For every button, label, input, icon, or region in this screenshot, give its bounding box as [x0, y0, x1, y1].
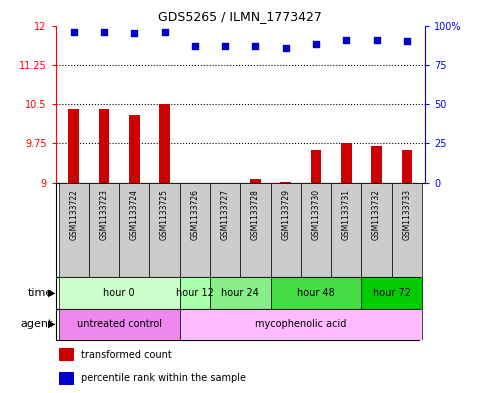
Bar — [311, 150, 321, 183]
Point — [191, 43, 199, 49]
Bar — [270, 277, 361, 309]
Point — [221, 43, 229, 49]
Text: percentile rank within the sample: percentile rank within the sample — [82, 373, 246, 383]
Text: GSM1133729: GSM1133729 — [281, 189, 290, 241]
Bar — [99, 109, 109, 183]
Bar — [361, 183, 392, 277]
Bar — [69, 109, 79, 183]
Bar — [180, 309, 422, 340]
Text: GSM1133732: GSM1133732 — [372, 189, 381, 241]
Text: GSM1133726: GSM1133726 — [190, 189, 199, 241]
Text: GSM1133722: GSM1133722 — [69, 189, 78, 240]
Text: ▶: ▶ — [47, 319, 55, 329]
Bar — [341, 143, 352, 183]
Point — [252, 43, 259, 49]
Point — [130, 30, 138, 37]
Bar — [270, 183, 301, 277]
Text: transformed count: transformed count — [82, 350, 172, 360]
Bar — [301, 183, 331, 277]
Bar — [361, 277, 422, 309]
Bar — [149, 183, 180, 277]
Point — [342, 37, 350, 43]
Bar — [392, 183, 422, 277]
Text: hour 0: hour 0 — [103, 288, 135, 298]
Text: hour 24: hour 24 — [221, 288, 259, 298]
Point — [312, 41, 320, 48]
Bar — [129, 115, 140, 183]
Bar — [210, 183, 241, 277]
Text: GSM1133731: GSM1133731 — [342, 189, 351, 241]
Text: hour 48: hour 48 — [297, 288, 335, 298]
Bar — [119, 183, 149, 277]
Text: hour 12: hour 12 — [176, 288, 214, 298]
Bar — [210, 277, 270, 309]
Bar — [331, 183, 361, 277]
Bar — [250, 179, 261, 183]
Bar — [59, 372, 74, 384]
Bar — [159, 104, 170, 183]
Bar — [58, 309, 180, 340]
Text: agent: agent — [21, 319, 53, 329]
Bar — [180, 183, 210, 277]
Point — [100, 29, 108, 35]
Text: GSM1133727: GSM1133727 — [221, 189, 229, 241]
Point — [282, 44, 290, 51]
Text: GSM1133728: GSM1133728 — [251, 189, 260, 240]
Text: untreated control: untreated control — [77, 319, 162, 329]
Text: GSM1133733: GSM1133733 — [402, 189, 412, 241]
Title: GDS5265 / ILMN_1773427: GDS5265 / ILMN_1773427 — [158, 10, 322, 23]
Text: GSM1133724: GSM1133724 — [130, 189, 139, 241]
Bar — [401, 150, 412, 183]
Bar — [58, 183, 89, 277]
Bar — [58, 277, 180, 309]
Text: mycophenolic acid: mycophenolic acid — [255, 319, 347, 329]
Bar — [180, 277, 210, 309]
Text: time: time — [28, 288, 53, 298]
Text: GSM1133723: GSM1133723 — [99, 189, 109, 241]
Bar — [281, 182, 291, 183]
Bar — [89, 183, 119, 277]
Text: GSM1133730: GSM1133730 — [312, 189, 321, 241]
Text: hour 72: hour 72 — [373, 288, 411, 298]
Bar — [241, 183, 270, 277]
Point — [403, 38, 411, 44]
Point — [161, 29, 169, 35]
Text: ▶: ▶ — [47, 288, 55, 298]
Bar — [59, 349, 74, 361]
Bar — [371, 146, 382, 183]
Point — [373, 37, 381, 43]
Point — [70, 29, 78, 35]
Text: GSM1133725: GSM1133725 — [160, 189, 169, 241]
